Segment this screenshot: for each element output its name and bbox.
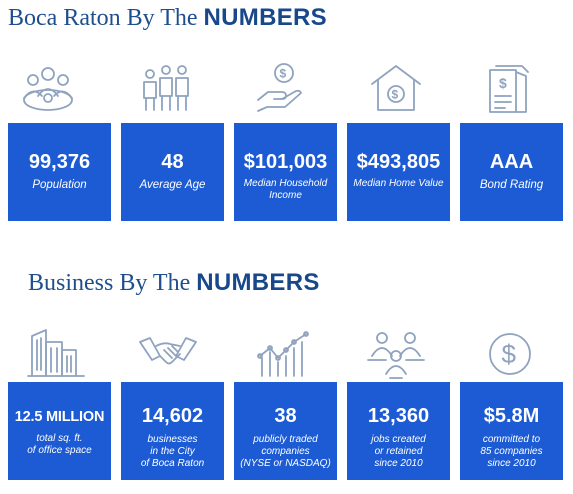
stat-value: 48 — [161, 151, 184, 173]
stat-card-average-age: 48 Average Age — [121, 123, 224, 221]
stat-card-public-companies: 38 publicly traded companies (NYSE or NA… — [234, 382, 337, 480]
svg-text:$: $ — [280, 67, 287, 81]
stat-card-population: 99,376 Population — [8, 123, 111, 221]
stat-label: Population — [32, 179, 87, 191]
section-title-light: Business By The — [28, 270, 197, 296]
workers-icon — [366, 326, 426, 380]
section-title-bold: NUMBERS — [196, 269, 320, 296]
stat-label: Median Household Income — [243, 178, 328, 202]
stat-card-median-household-income: $101,003 Median Household Income — [234, 123, 337, 221]
handshake-icon — [138, 324, 198, 378]
documents-dollar-icon: $ — [478, 62, 538, 116]
stat-label: total sq. ft. of office space — [27, 432, 92, 456]
stat-label: Median Home Value — [353, 178, 444, 189]
stat-value: $101,003 — [243, 151, 328, 173]
section-title-light: Boca Raton By The — [8, 5, 204, 31]
stat-value: $5.8M — [483, 405, 540, 427]
section-title-business: Business By The NUMBERS — [28, 269, 320, 296]
stat-value: 13,360 — [367, 405, 430, 427]
stat-label: committed to 85 companies since 2010 — [480, 434, 543, 470]
stat-card-median-home-value: $493,805 Median Home Value — [347, 123, 450, 221]
growth-chart-icon — [254, 326, 314, 380]
stat-value: 12.5 MILLION — [14, 409, 105, 425]
svg-text:$: $ — [502, 339, 517, 369]
stat-card-commitment: $5.8M committed to 85 companies since 20… — [460, 382, 563, 480]
stat-label: businesses in the City of Boca Raton — [140, 434, 205, 470]
stat-card-office-space: 12.5 MILLION total sq. ft. of office spa… — [8, 382, 111, 480]
svg-text:$: $ — [392, 88, 399, 102]
section-title-boca-raton: Boca Raton By The NUMBERS — [8, 4, 327, 31]
stat-value: 99,376 — [28, 151, 91, 173]
family-icon — [136, 60, 196, 114]
stat-card-jobs: 13,360 jobs created or retained since 20… — [347, 382, 450, 480]
stat-value: 38 — [274, 405, 297, 427]
stat-value: $493,805 — [356, 151, 441, 173]
stat-value: AAA — [489, 151, 534, 173]
stat-card-businesses: 14,602 businesses in the City of Boca Ra… — [121, 382, 224, 480]
dollar-coin-icon: $ — [480, 326, 540, 380]
section-title-bold: NUMBERS — [203, 4, 327, 31]
stat-label: Bond Rating — [479, 179, 544, 191]
stat-label: Average Age — [139, 179, 206, 191]
stat-card-bond-rating: AAA Bond Rating — [460, 123, 563, 221]
hand-coin-icon: $ — [252, 60, 312, 114]
stat-label: publicly traded companies (NYSE or NASDA… — [240, 434, 331, 470]
stat-value: 14,602 — [141, 405, 204, 427]
stat-label: jobs created or retained since 2010 — [371, 434, 426, 470]
community-icon — [18, 62, 78, 116]
house-dollar-icon: $ — [366, 60, 426, 114]
office-buildings-icon — [26, 324, 86, 378]
svg-text:$: $ — [499, 75, 507, 91]
